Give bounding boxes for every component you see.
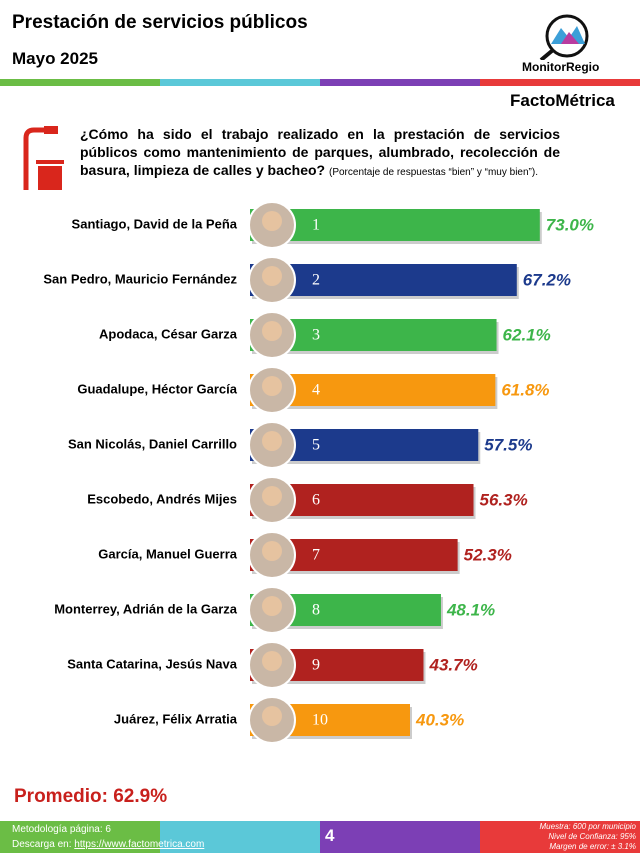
download-row: Descarga en: https://www.factometrica.co… [12, 839, 204, 850]
rank-label: 7 [312, 547, 320, 564]
value-label: 43.7% [428, 655, 477, 674]
value-label: 73.0% [546, 215, 594, 234]
value-label: 48.1% [446, 600, 495, 619]
value-label: 40.3% [415, 710, 464, 729]
category-label: Monterrey, Adrián de la Garza [54, 601, 238, 616]
rank-label: 8 [312, 602, 320, 619]
rank-label: 1 [312, 217, 320, 234]
rank-label: 4 [312, 382, 320, 399]
category-label: San Pedro, Mauricio Fernández [43, 271, 237, 286]
photo-head [262, 431, 282, 451]
methodology: Metodología página: 6 [12, 824, 111, 835]
photo-head [262, 486, 282, 506]
value-label: 57.5% [484, 435, 532, 454]
rank-label: 2 [312, 272, 320, 289]
photo-head [262, 651, 282, 671]
chart: Santiago, David de la Peña 73.0% 1 San Pedr… [43, 201, 594, 744]
category-label: San Nicolás, Daniel Carrillo [68, 436, 237, 451]
photo-head [262, 376, 282, 396]
photo-head [262, 596, 282, 616]
rank-label: 6 [312, 492, 320, 509]
value-label: 67.2% [523, 270, 571, 289]
photo-head [262, 706, 282, 726]
brand-logo [539, 14, 589, 60]
page-number: 4 [325, 826, 335, 845]
sample: Muestra: 600 por municipio [539, 822, 637, 831]
color-stripe [0, 79, 640, 86]
category-label: García, Manuel Guerra [98, 546, 237, 561]
publisher: FactoMétrica [510, 91, 615, 110]
category-label: Santiago, David de la Peña [72, 216, 238, 231]
question: ¿Cómo ha sido el trabajo realizado en la… [80, 125, 560, 182]
category-label: Escobedo, Andrés Mijes [87, 491, 237, 506]
category-label: Guadalupe, Héctor García [77, 381, 237, 396]
value-label: 62.1% [503, 325, 551, 344]
title: Prestación de servicios públicos [12, 12, 308, 33]
value-label: 52.3% [464, 545, 512, 564]
bar [250, 209, 540, 241]
confidence: Nivel de Confianza: 95% [548, 832, 636, 841]
download-label: Descarga en: [12, 839, 72, 850]
footer-bar [0, 821, 640, 853]
photo-head [262, 321, 282, 341]
margin: Margen de error: ± 3.1% [549, 842, 636, 851]
rank-label: 5 [312, 437, 320, 454]
url[interactable]: https://www.factometrica.com [74, 839, 205, 850]
subtitle: Mayo 2025 [12, 49, 98, 68]
question-text: ¿Cómo ha sido el trabajo realizado en la… [80, 126, 560, 178]
service-icons [23, 126, 64, 190]
photo-head [262, 266, 282, 286]
average: Promedio: 62.9% [14, 786, 168, 807]
photo-head [262, 211, 282, 231]
question-note: (Porcentaje de respuestas “bien” y “muy … [329, 167, 538, 178]
rank-label: 10 [312, 712, 328, 729]
value-label: 61.8% [501, 380, 549, 399]
rank-label: 3 [312, 327, 320, 344]
brand: MonitorRegio [522, 60, 600, 74]
category-label: Juárez, Félix Arratia [114, 711, 238, 726]
category-label: Santa Catarina, Jesús Nava [67, 656, 238, 671]
photo-head [262, 541, 282, 561]
value-label: 56.3% [480, 490, 528, 509]
rank-label: 9 [312, 657, 320, 674]
sample-info: Muestra: 600 por municipio Nivel de Conf… [540, 822, 637, 852]
category-label: Apodaca, César Garza [99, 326, 238, 341]
